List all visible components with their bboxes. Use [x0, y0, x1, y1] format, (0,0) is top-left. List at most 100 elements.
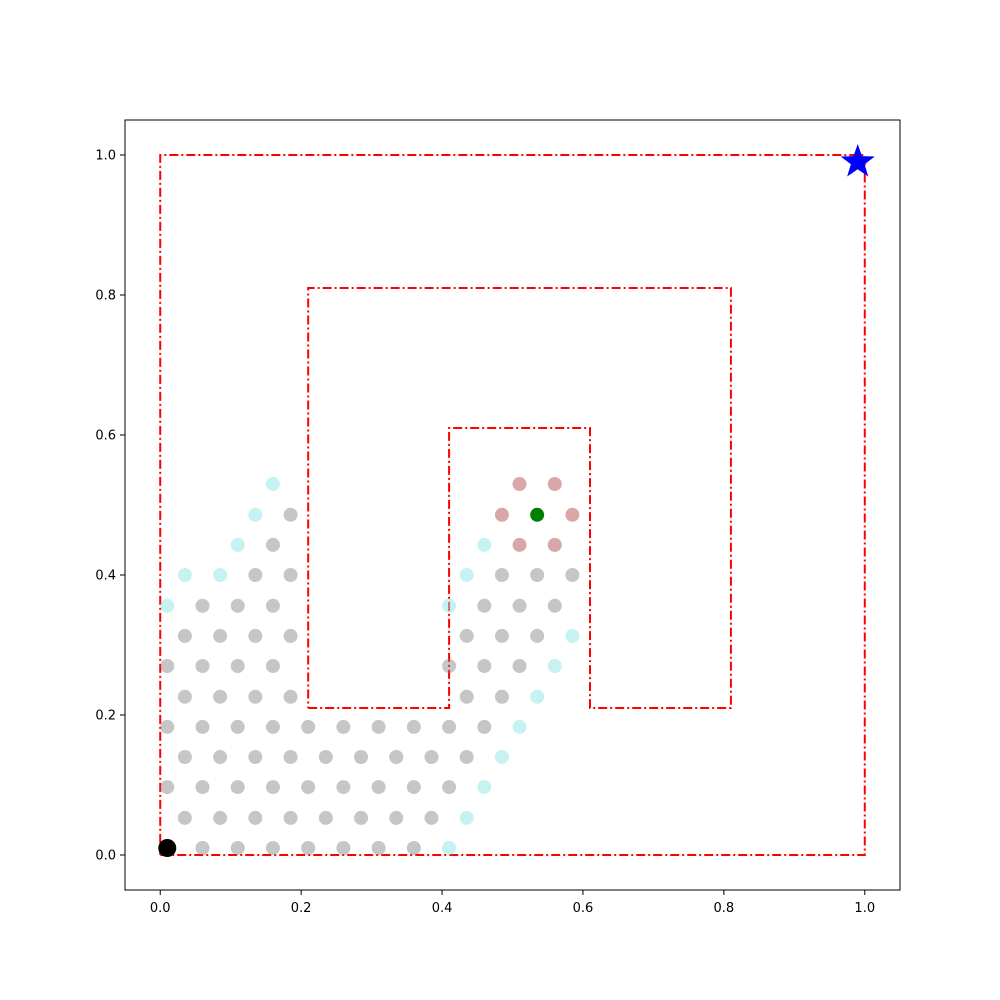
visited-point-60	[459, 628, 474, 643]
visited-point-24	[177, 750, 192, 764]
frontier-point-7	[565, 628, 580, 643]
visited-point-31	[424, 750, 439, 764]
x-tick-label-4: 0.8	[714, 901, 735, 916]
visited-point-33	[160, 719, 175, 734]
visited-point-46	[283, 689, 298, 704]
visited-point-72	[530, 568, 545, 582]
visited-point-65	[265, 598, 280, 613]
visited-point-73	[565, 568, 580, 582]
visited-point-1	[230, 841, 245, 855]
visited-point-61	[494, 628, 509, 643]
near-goal-point-3	[565, 507, 580, 522]
visited-point-39	[371, 719, 386, 734]
y-tick-label-5: 1.0	[95, 149, 116, 164]
visited-point-63	[195, 598, 210, 613]
visited-point-50	[195, 659, 210, 673]
visited-point-57	[213, 628, 228, 643]
visited-point-75	[283, 507, 298, 522]
plot-frame	[124, 119, 901, 891]
visited-point-15	[160, 780, 175, 795]
visited-point-12	[354, 810, 369, 825]
y-tick-label-0: 0.0	[95, 849, 116, 864]
current-point	[530, 507, 545, 522]
visited-point-58	[248, 628, 263, 643]
frontier-point-4	[512, 719, 527, 734]
frontier-point-1	[459, 810, 474, 825]
visited-point-4	[336, 841, 351, 855]
visited-point-30	[389, 750, 404, 764]
visited-point-52	[265, 659, 280, 673]
frontier-point-8	[160, 598, 175, 613]
visited-point-6	[406, 841, 421, 855]
visited-point-20	[336, 780, 351, 795]
frontier-point-13	[230, 537, 245, 552]
visited-point-36	[265, 719, 280, 734]
visited-point-42	[477, 719, 492, 734]
visited-point-59	[283, 628, 298, 643]
y-tick-label-3: 0.6	[95, 429, 116, 444]
visited-point-17	[230, 780, 245, 795]
near-goal-point-1	[547, 537, 562, 552]
visited-point-26	[248, 750, 263, 764]
y-tick-label-2: 0.4	[95, 569, 116, 584]
x-tick-label-5: 1.0	[854, 901, 875, 916]
visited-point-48	[494, 689, 509, 704]
frontier-point-0	[442, 841, 457, 855]
goal-star	[840, 144, 875, 177]
visited-point-64	[230, 598, 245, 613]
visited-point-10	[283, 810, 298, 825]
frontier-point-3	[494, 750, 509, 764]
visited-point-43	[177, 689, 192, 704]
visited-point-69	[248, 568, 263, 582]
visited-point-47	[459, 689, 474, 704]
boundary-layer	[159, 154, 866, 856]
frontier-point-11	[213, 568, 228, 582]
visited-point-8	[213, 810, 228, 825]
visited-point-19	[301, 780, 316, 795]
visited-point-27	[283, 750, 298, 764]
visited-point-9	[248, 810, 263, 825]
visited-point-21	[371, 780, 386, 795]
frontier-point-16	[265, 477, 280, 491]
ticks-layer: 0.0 0.2 0.4 0.6 0.8 1.0 0.0 0.2 0.4 0.6 0.8 1.0	[95, 149, 875, 917]
start-point	[158, 839, 177, 857]
visited-point-37	[301, 719, 316, 734]
visited-point-56	[177, 628, 192, 643]
near-goal-point-4	[512, 477, 527, 491]
frontier-point-10	[177, 568, 192, 582]
visited-point-5	[371, 841, 386, 855]
visited-point-66	[477, 598, 492, 613]
boundary-line-1	[307, 287, 732, 709]
frontier-point-9	[442, 598, 457, 613]
visited-point-41	[442, 719, 457, 734]
points-layer	[158, 144, 875, 857]
near-goal-point-5	[547, 477, 562, 491]
visited-point-22	[406, 780, 421, 795]
y-tick-label-4: 0.8	[95, 289, 116, 304]
frontier-point-6	[547, 659, 562, 673]
visited-point-49	[160, 659, 175, 673]
visited-point-71	[494, 568, 509, 582]
frontier-point-14	[477, 537, 492, 552]
visited-point-55	[512, 659, 527, 673]
boundary-line-0	[159, 154, 866, 856]
visited-point-62	[530, 628, 545, 643]
visited-point-18	[265, 780, 280, 795]
visited-point-7	[177, 810, 192, 825]
visited-point-44	[213, 689, 228, 704]
visited-point-74	[265, 537, 280, 552]
near-goal-point-2	[494, 507, 509, 522]
visited-point-0	[195, 841, 210, 855]
visited-point-16	[195, 780, 210, 795]
visited-point-45	[248, 689, 263, 704]
frontier-point-12	[459, 568, 474, 582]
visited-point-38	[336, 719, 351, 734]
visited-point-67	[512, 598, 527, 613]
visited-point-23	[442, 780, 457, 795]
visited-point-54	[477, 659, 492, 673]
visited-point-35	[230, 719, 245, 734]
visited-point-40	[406, 719, 421, 734]
visited-point-53	[442, 659, 457, 673]
